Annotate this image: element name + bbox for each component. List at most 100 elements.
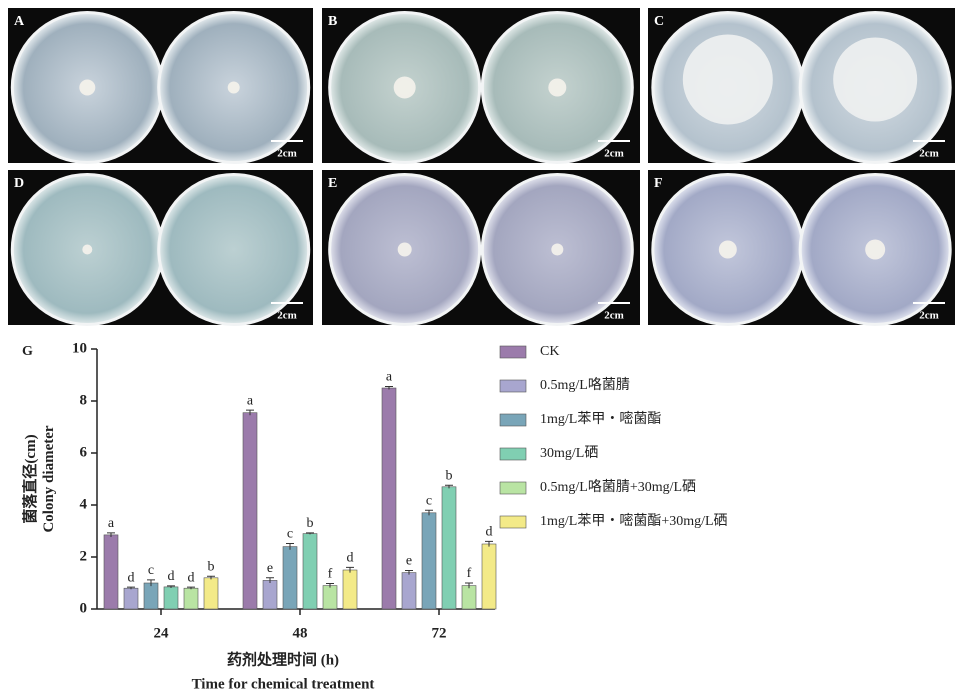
y-axis-label: 菌落直径(cm) Colony diameter xyxy=(21,425,57,532)
significance-letter: c xyxy=(426,493,432,508)
error-bar xyxy=(385,385,393,390)
colony xyxy=(82,244,93,255)
y-tick-label: 4 xyxy=(80,496,88,512)
error-bar xyxy=(425,509,433,516)
bar xyxy=(143,582,159,610)
legend-swatch xyxy=(499,481,527,495)
bar xyxy=(123,587,139,610)
error-bar xyxy=(187,586,195,590)
colony xyxy=(551,243,564,256)
colony xyxy=(682,34,773,125)
error-bar xyxy=(445,484,453,489)
legend-label: 1mg/L苯甲・嘧菌酯 xyxy=(540,410,661,427)
error-bar xyxy=(286,542,294,550)
panel-label: C xyxy=(654,14,664,29)
bar xyxy=(401,572,417,610)
figure-label: G xyxy=(22,344,33,359)
bar xyxy=(262,580,278,610)
significance-letter: b xyxy=(307,516,314,531)
legend-label: CK xyxy=(540,344,559,359)
bar xyxy=(322,585,338,610)
y-tick-label: 2 xyxy=(80,548,88,564)
petri-dish xyxy=(157,173,311,326)
colony xyxy=(718,240,737,259)
legend-label: 0.5mg/L咯菌腈+30mg/L硒 xyxy=(540,479,696,495)
legend-label: 1mg/L苯甲・嘧菌酯+30mg/L硒 xyxy=(540,512,728,529)
legend-label: 30mg/L硒 xyxy=(540,446,598,461)
scale-label: 2cm xyxy=(604,310,624,322)
scale-label: 2cm xyxy=(277,310,297,322)
significance-letter: d xyxy=(188,570,195,585)
scale-label: 2cm xyxy=(277,148,297,160)
y-tick-label: 10 xyxy=(72,340,87,356)
x-axis-label: 药剂处理时间 (h) xyxy=(227,650,339,668)
y-axis-label-line: 菌落直径(cm) xyxy=(21,434,39,523)
significance-letter: a xyxy=(386,370,393,385)
significance-letter: c xyxy=(148,563,154,578)
scale-label: 2cm xyxy=(919,148,939,160)
significance-letter: d xyxy=(347,551,354,566)
significance-letter: b xyxy=(208,559,215,574)
bar xyxy=(163,586,179,610)
colony xyxy=(833,37,918,122)
error-bar xyxy=(485,540,493,547)
colony xyxy=(79,79,96,96)
panel-label: E xyxy=(328,176,337,191)
legend-swatch xyxy=(499,379,527,393)
bar xyxy=(282,546,298,610)
bar xyxy=(203,577,219,610)
error-bar xyxy=(246,409,254,416)
significance-letter: a xyxy=(247,393,254,408)
panel-label: D xyxy=(14,176,24,191)
error-bar xyxy=(346,566,354,573)
legend-swatch xyxy=(499,447,527,461)
colony xyxy=(548,78,567,97)
legend-label: 0.5mg/L咯菌腈 xyxy=(540,377,630,393)
bar xyxy=(342,569,358,610)
significance-letter: e xyxy=(406,554,412,569)
y-tick-label: 8 xyxy=(80,392,88,408)
bar xyxy=(441,486,457,610)
error-bar xyxy=(266,577,274,583)
error-bar xyxy=(147,579,155,587)
colony xyxy=(865,239,886,260)
significance-letter: c xyxy=(287,527,293,542)
y-tick-label: 0 xyxy=(80,600,88,616)
error-bar xyxy=(326,583,334,588)
y-axis-label-line: Colony diameter xyxy=(41,425,57,532)
y-tick-label: 6 xyxy=(80,444,88,460)
bar xyxy=(103,534,119,610)
significance-letter: d xyxy=(128,570,135,585)
bar xyxy=(381,387,397,610)
x-tick-label: 48 xyxy=(293,625,308,641)
bar xyxy=(183,587,199,610)
panel-label: F xyxy=(654,176,663,191)
colony xyxy=(227,81,240,94)
significance-letter: e xyxy=(267,561,273,576)
significance-letter: d xyxy=(168,569,175,584)
error-bar xyxy=(167,585,175,588)
panel-label: B xyxy=(328,14,337,29)
error-bar xyxy=(207,575,215,580)
x-tick-label: 72 xyxy=(432,625,447,641)
error-bar xyxy=(107,532,115,537)
significance-letter: f xyxy=(467,566,472,581)
significance-letter: b xyxy=(446,468,453,483)
scale-label: 2cm xyxy=(604,148,624,160)
bar xyxy=(461,585,477,610)
x-axis-label: Time for chemical treatment xyxy=(192,676,375,692)
x-tick-label: 24 xyxy=(154,625,170,641)
significance-letter: a xyxy=(108,516,115,531)
bar xyxy=(302,533,318,610)
significance-letter: f xyxy=(328,567,333,582)
error-bar xyxy=(405,570,413,575)
colony xyxy=(393,76,416,99)
legend-swatch xyxy=(499,345,527,359)
legend-swatch xyxy=(499,515,527,529)
error-bar xyxy=(127,586,135,590)
legend-swatch xyxy=(499,413,527,427)
colony xyxy=(397,242,412,257)
bar xyxy=(481,543,497,610)
error-bar xyxy=(306,532,314,535)
